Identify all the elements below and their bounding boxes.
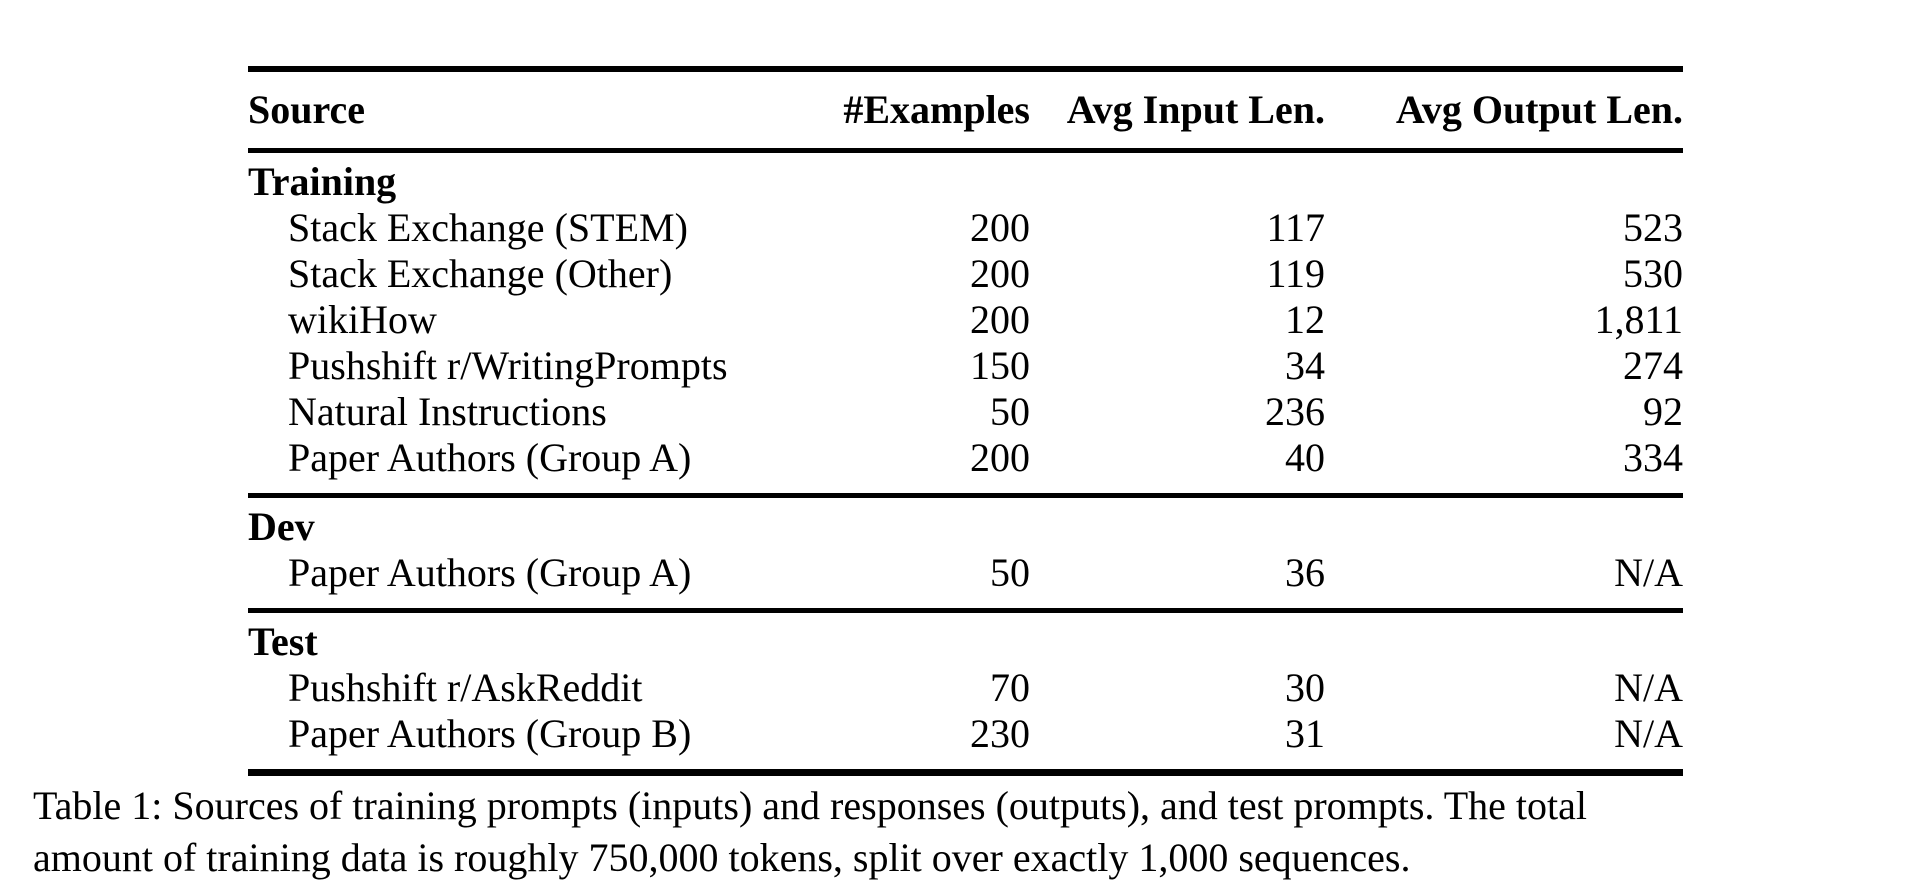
table-row: Paper Authors (Group A) 50 36 N/A: [248, 550, 1683, 611]
table-caption: Table 1: Sources of training prompts (in…: [33, 780, 1913, 884]
table-row: Pushshift r/WritingPrompts 150 34 274: [248, 343, 1683, 389]
cell-source: Paper Authors (Group A): [288, 435, 692, 480]
cell-avg-input-len: 34: [1285, 343, 1325, 388]
table-row: Paper Authors (Group A) 200 40 334: [248, 435, 1683, 496]
training-sources-table: Source #Examples Avg Input Len. Avg Outp…: [248, 66, 1683, 776]
cell-avg-input-len: 117: [1266, 205, 1325, 250]
table-row: Stack Exchange (STEM) 200 117 523: [248, 205, 1683, 251]
cell-examples: 200: [970, 251, 1030, 296]
cell-avg-output-len: 92: [1643, 389, 1683, 434]
cell-avg-input-len: 12: [1285, 297, 1325, 342]
cell-avg-input-len: 31: [1285, 711, 1325, 756]
table-row: wikiHow 200 12 1,811: [248, 297, 1683, 343]
column-header-examples: #Examples: [843, 87, 1030, 132]
section-test: Test Pushshift r/AskReddit 70 30 N/A Pap…: [248, 610, 1683, 773]
cell-avg-output-len: 1,811: [1594, 297, 1683, 342]
cell-source: Pushshift r/WritingPrompts: [288, 343, 728, 388]
section-header-row: Test: [248, 611, 1683, 666]
section-label-training: Training: [248, 159, 397, 204]
cell-source: Pushshift r/AskReddit: [288, 665, 643, 710]
cell-examples: 200: [970, 205, 1030, 250]
section-training: Training Stack Exchange (STEM) 200 117 5…: [248, 151, 1683, 496]
cell-avg-output-len: N/A: [1614, 711, 1683, 756]
cell-avg-output-len: 274: [1623, 343, 1683, 388]
cell-avg-output-len: 523: [1623, 205, 1683, 250]
table-row: Natural Instructions 50 236 92: [248, 389, 1683, 435]
cell-avg-input-len: 30: [1285, 665, 1325, 710]
cell-avg-input-len: 119: [1266, 251, 1325, 296]
header-row: Source #Examples Avg Input Len. Avg Outp…: [248, 69, 1683, 151]
cell-avg-input-len: 236: [1265, 389, 1325, 434]
cell-avg-output-len: 334: [1623, 435, 1683, 480]
cell-source: wikiHow: [288, 297, 437, 342]
column-header-source: Source: [248, 87, 366, 132]
section-label-test: Test: [248, 619, 318, 664]
cell-avg-output-len: N/A: [1614, 550, 1683, 595]
table-row: Pushshift r/AskReddit 70 30 N/A: [248, 665, 1683, 711]
cell-avg-input-len: 40: [1285, 435, 1325, 480]
cell-source: Stack Exchange (STEM): [288, 205, 688, 250]
cell-avg-output-len: 530: [1623, 251, 1683, 296]
caption-line-2: amount of training data is roughly 750,0…: [33, 835, 1411, 880]
cell-source: Paper Authors (Group B): [288, 711, 692, 756]
cell-examples: 50: [990, 550, 1030, 595]
column-header-avg-input-len: Avg Input Len.: [1066, 87, 1325, 132]
section-dev: Dev Paper Authors (Group A) 50 36 N/A: [248, 495, 1683, 611]
table-header-row: Source #Examples Avg Input Len. Avg Outp…: [248, 69, 1683, 151]
table-row: Stack Exchange (Other) 200 119 530: [248, 251, 1683, 297]
section-header-row: Dev: [248, 496, 1683, 551]
cell-examples: 70: [990, 665, 1030, 710]
section-label-dev: Dev: [248, 504, 315, 549]
column-header-avg-output-len: Avg Output Len.: [1395, 87, 1683, 132]
caption-line-1: Table 1: Sources of training prompts (in…: [33, 783, 1587, 828]
cell-source: Paper Authors (Group A): [288, 550, 692, 595]
cell-examples: 150: [970, 343, 1030, 388]
cell-examples: 200: [970, 435, 1030, 480]
cell-avg-input-len: 36: [1285, 550, 1325, 595]
cell-avg-output-len: N/A: [1614, 665, 1683, 710]
cell-examples: 200: [970, 297, 1030, 342]
cell-source: Stack Exchange (Other): [288, 251, 673, 296]
cell-examples: 230: [970, 711, 1030, 756]
cell-examples: 50: [990, 389, 1030, 434]
table-row: Paper Authors (Group B) 230 31 N/A: [248, 711, 1683, 773]
cell-source: Natural Instructions: [288, 389, 607, 434]
section-header-row: Training: [248, 151, 1683, 206]
